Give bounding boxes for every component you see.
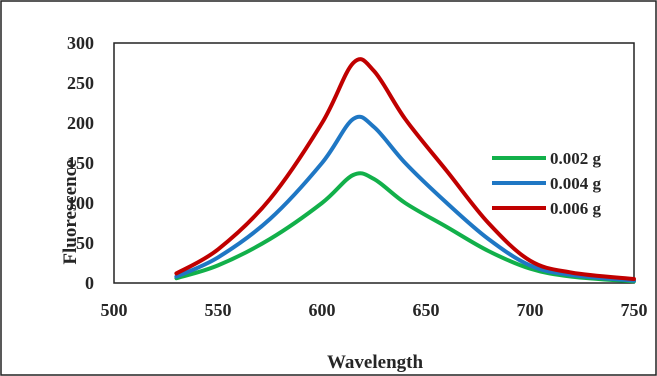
y-tick-label: 0 [85, 273, 94, 293]
y-tick-label: 100 [67, 193, 94, 213]
series-lines [174, 57, 636, 284]
x-tick-label: 550 [205, 300, 232, 320]
x-tick-label: 500 [101, 300, 128, 320]
x-tick-label: 700 [517, 300, 544, 320]
legend-label-2: 0.004 g [550, 174, 602, 193]
plot-area-border [113, 42, 635, 284]
series-line-2 [174, 114, 636, 283]
series-line-1 [174, 171, 636, 284]
series-line-3 [174, 57, 636, 281]
y-tick-label: 200 [67, 113, 94, 133]
y-tick-label: 50 [76, 233, 94, 253]
x-tick-label: 750 [621, 300, 648, 320]
legend: 0.002 g 0.004 g 0.006 g [492, 149, 602, 218]
x-tick-label: 650 [413, 300, 440, 320]
y-axis: 0 50 100 150 200 250 300 [67, 33, 94, 293]
y-tick-label: 150 [67, 153, 94, 173]
legend-label-1: 0.002 g [550, 149, 602, 168]
legend-label-3: 0.006 g [550, 199, 602, 218]
x-axis: 500 550 600 650 700 750 [101, 300, 648, 320]
y-axis-label: Fluorescence [60, 159, 81, 264]
y-tick-label: 250 [67, 73, 94, 93]
y-tick-label: 300 [67, 33, 94, 53]
x-tick-label: 600 [309, 300, 336, 320]
x-axis-label: Wavelength [327, 352, 423, 373]
